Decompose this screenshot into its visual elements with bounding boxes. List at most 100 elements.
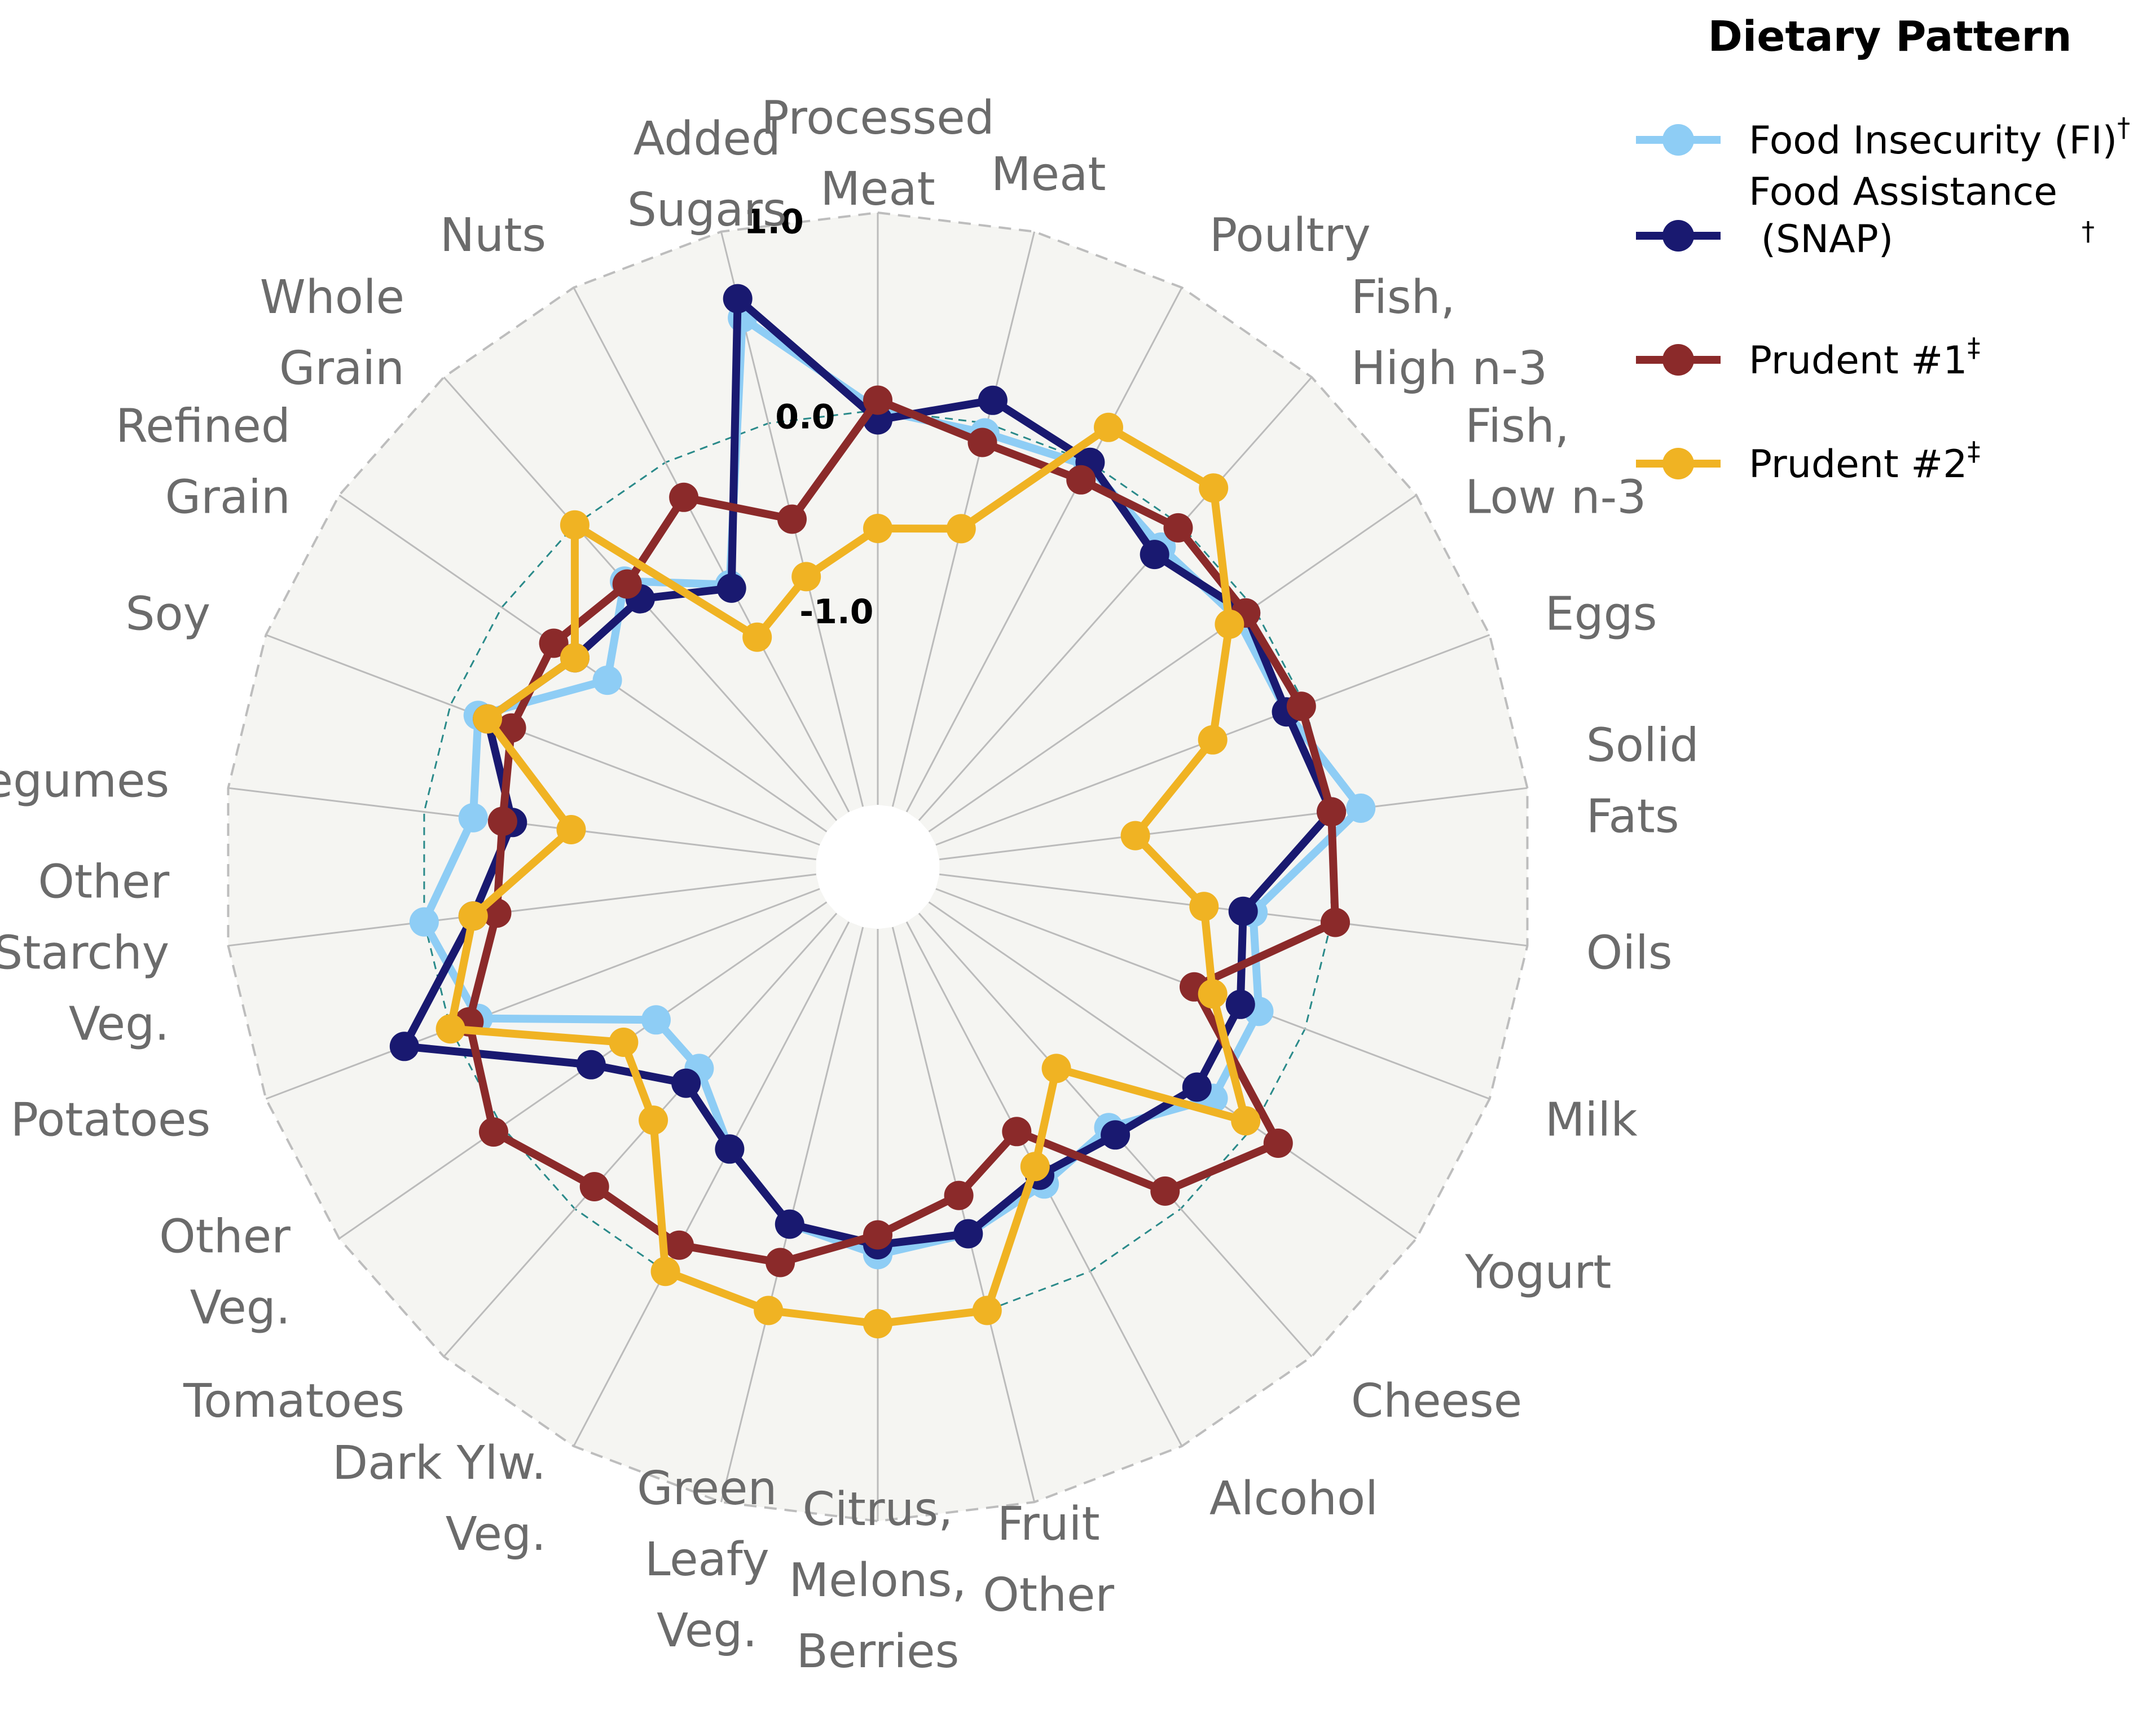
data-point [716, 573, 746, 603]
category-label: Nuts [440, 209, 546, 262]
data-point [1041, 1054, 1071, 1083]
data-point [458, 901, 488, 931]
spoke-line [928, 494, 1417, 832]
legend-swatch-marker [1662, 220, 1694, 252]
data-point [863, 385, 892, 415]
data-point [436, 1014, 465, 1044]
data-point [1198, 979, 1228, 1009]
data-point [863, 1309, 892, 1338]
legend-label: Prudent #2‡ [1749, 436, 1980, 487]
data-point [777, 504, 807, 534]
data-point [1163, 513, 1193, 543]
data-point [967, 428, 997, 457]
radial-tick-labels: 1.0 0.0 -1.0 [744, 202, 874, 632]
legend-label: Food Assistance (SNAP) [1749, 170, 2057, 262]
category-label: Fish, Low n-3 [1465, 399, 1646, 524]
data-point [579, 1172, 609, 1201]
category-label: Fish, High n-3 [1351, 271, 1547, 395]
data-point [1120, 821, 1150, 851]
data-point [389, 1032, 419, 1061]
spoke-line [905, 287, 1183, 813]
data-point [972, 1296, 1002, 1325]
data-point [1020, 1152, 1050, 1182]
category-label: Poultry [1209, 209, 1371, 262]
data-point [1140, 540, 1169, 570]
legend-mark: † [2082, 216, 2095, 246]
data-point [775, 1209, 804, 1239]
data-point [1189, 892, 1219, 922]
data-point [409, 907, 439, 937]
tick-label: 0.0 [775, 397, 835, 437]
data-point [669, 482, 699, 512]
category-labels: Processed Meat Meat Poultry Fish, High n-3Fis… [0, 91, 1699, 1678]
data-point [723, 284, 753, 314]
legend-item-food-insecurity-fi: Food Insecurity (FI)† [1636, 112, 2130, 163]
data-point [487, 807, 517, 836]
spoke-line [265, 888, 820, 1100]
data-point [1263, 1129, 1293, 1158]
data-point [592, 666, 622, 695]
data-point [576, 1050, 606, 1080]
category-label: Green Leafy Veg. [637, 1462, 777, 1658]
data-point [978, 385, 1008, 415]
data-point [1321, 907, 1350, 937]
data-point [556, 815, 586, 844]
data-point [479, 1117, 508, 1147]
legend-label: Food Insecurity (FI)† [1749, 112, 2130, 163]
legend-swatch-marker [1662, 124, 1694, 156]
data-point [609, 1028, 639, 1057]
spoke-line [928, 901, 1417, 1240]
data-point [1002, 1117, 1032, 1147]
data-point [1199, 473, 1229, 503]
category-label: Added Sugars [627, 112, 787, 237]
category-label: Alcohol [1209, 1472, 1378, 1526]
category-label: Meat [991, 148, 1106, 201]
chart-background [227, 211, 1529, 1523]
data-point [560, 643, 590, 673]
data-point [665, 1230, 694, 1260]
spoke-line [228, 873, 816, 947]
data-point [1228, 896, 1258, 926]
category-label: Legumes [0, 755, 169, 808]
data-point [953, 1219, 983, 1249]
data-point [1150, 1176, 1180, 1206]
spoke-line [265, 634, 820, 846]
legend-item-prudent-2: Prudent #2‡ [1636, 436, 1980, 487]
data-point [650, 1257, 680, 1286]
series-prudent-1 [454, 385, 1350, 1277]
data-point [473, 704, 503, 734]
category-label: Tomatoes [183, 1374, 404, 1428]
category-label: Whole Grain [260, 271, 404, 395]
data-point [458, 803, 488, 832]
zero-reference-ring [423, 409, 1332, 1325]
data-point [1231, 1106, 1261, 1136]
data-point [1346, 794, 1376, 823]
legend: Dietary Pattern Food Insecurity (FI)† Food… [1636, 12, 2130, 487]
legend-swatch-marker [1662, 448, 1694, 479]
data-point [1198, 725, 1228, 755]
data-point [1094, 412, 1123, 442]
tick-label: 1.0 [744, 202, 804, 242]
spoke-line [891, 927, 1036, 1503]
legend-item-prudent-1: Prudent #1‡ [1636, 332, 1980, 383]
category-label: Cheese [1351, 1374, 1522, 1428]
category-label: Processed Meat [761, 91, 995, 216]
spoke-line [573, 287, 850, 813]
spoke-line [918, 376, 1313, 821]
data-point [639, 1105, 668, 1135]
legend-title: Dietary Pattern [1708, 12, 2071, 61]
data-point [1215, 609, 1244, 639]
data-point [863, 1220, 892, 1250]
data-point [715, 1134, 745, 1164]
data-point [754, 1296, 784, 1325]
data-point [612, 569, 642, 599]
data-point [742, 622, 772, 652]
category-label: Other Veg. [159, 1210, 291, 1335]
data-point [1182, 1072, 1212, 1102]
category-label: Yogurt [1464, 1246, 1611, 1299]
data-point [1101, 1120, 1131, 1150]
category-label: Milk [1545, 1094, 1638, 1147]
data-point [791, 562, 821, 592]
spoke-line [939, 787, 1528, 861]
